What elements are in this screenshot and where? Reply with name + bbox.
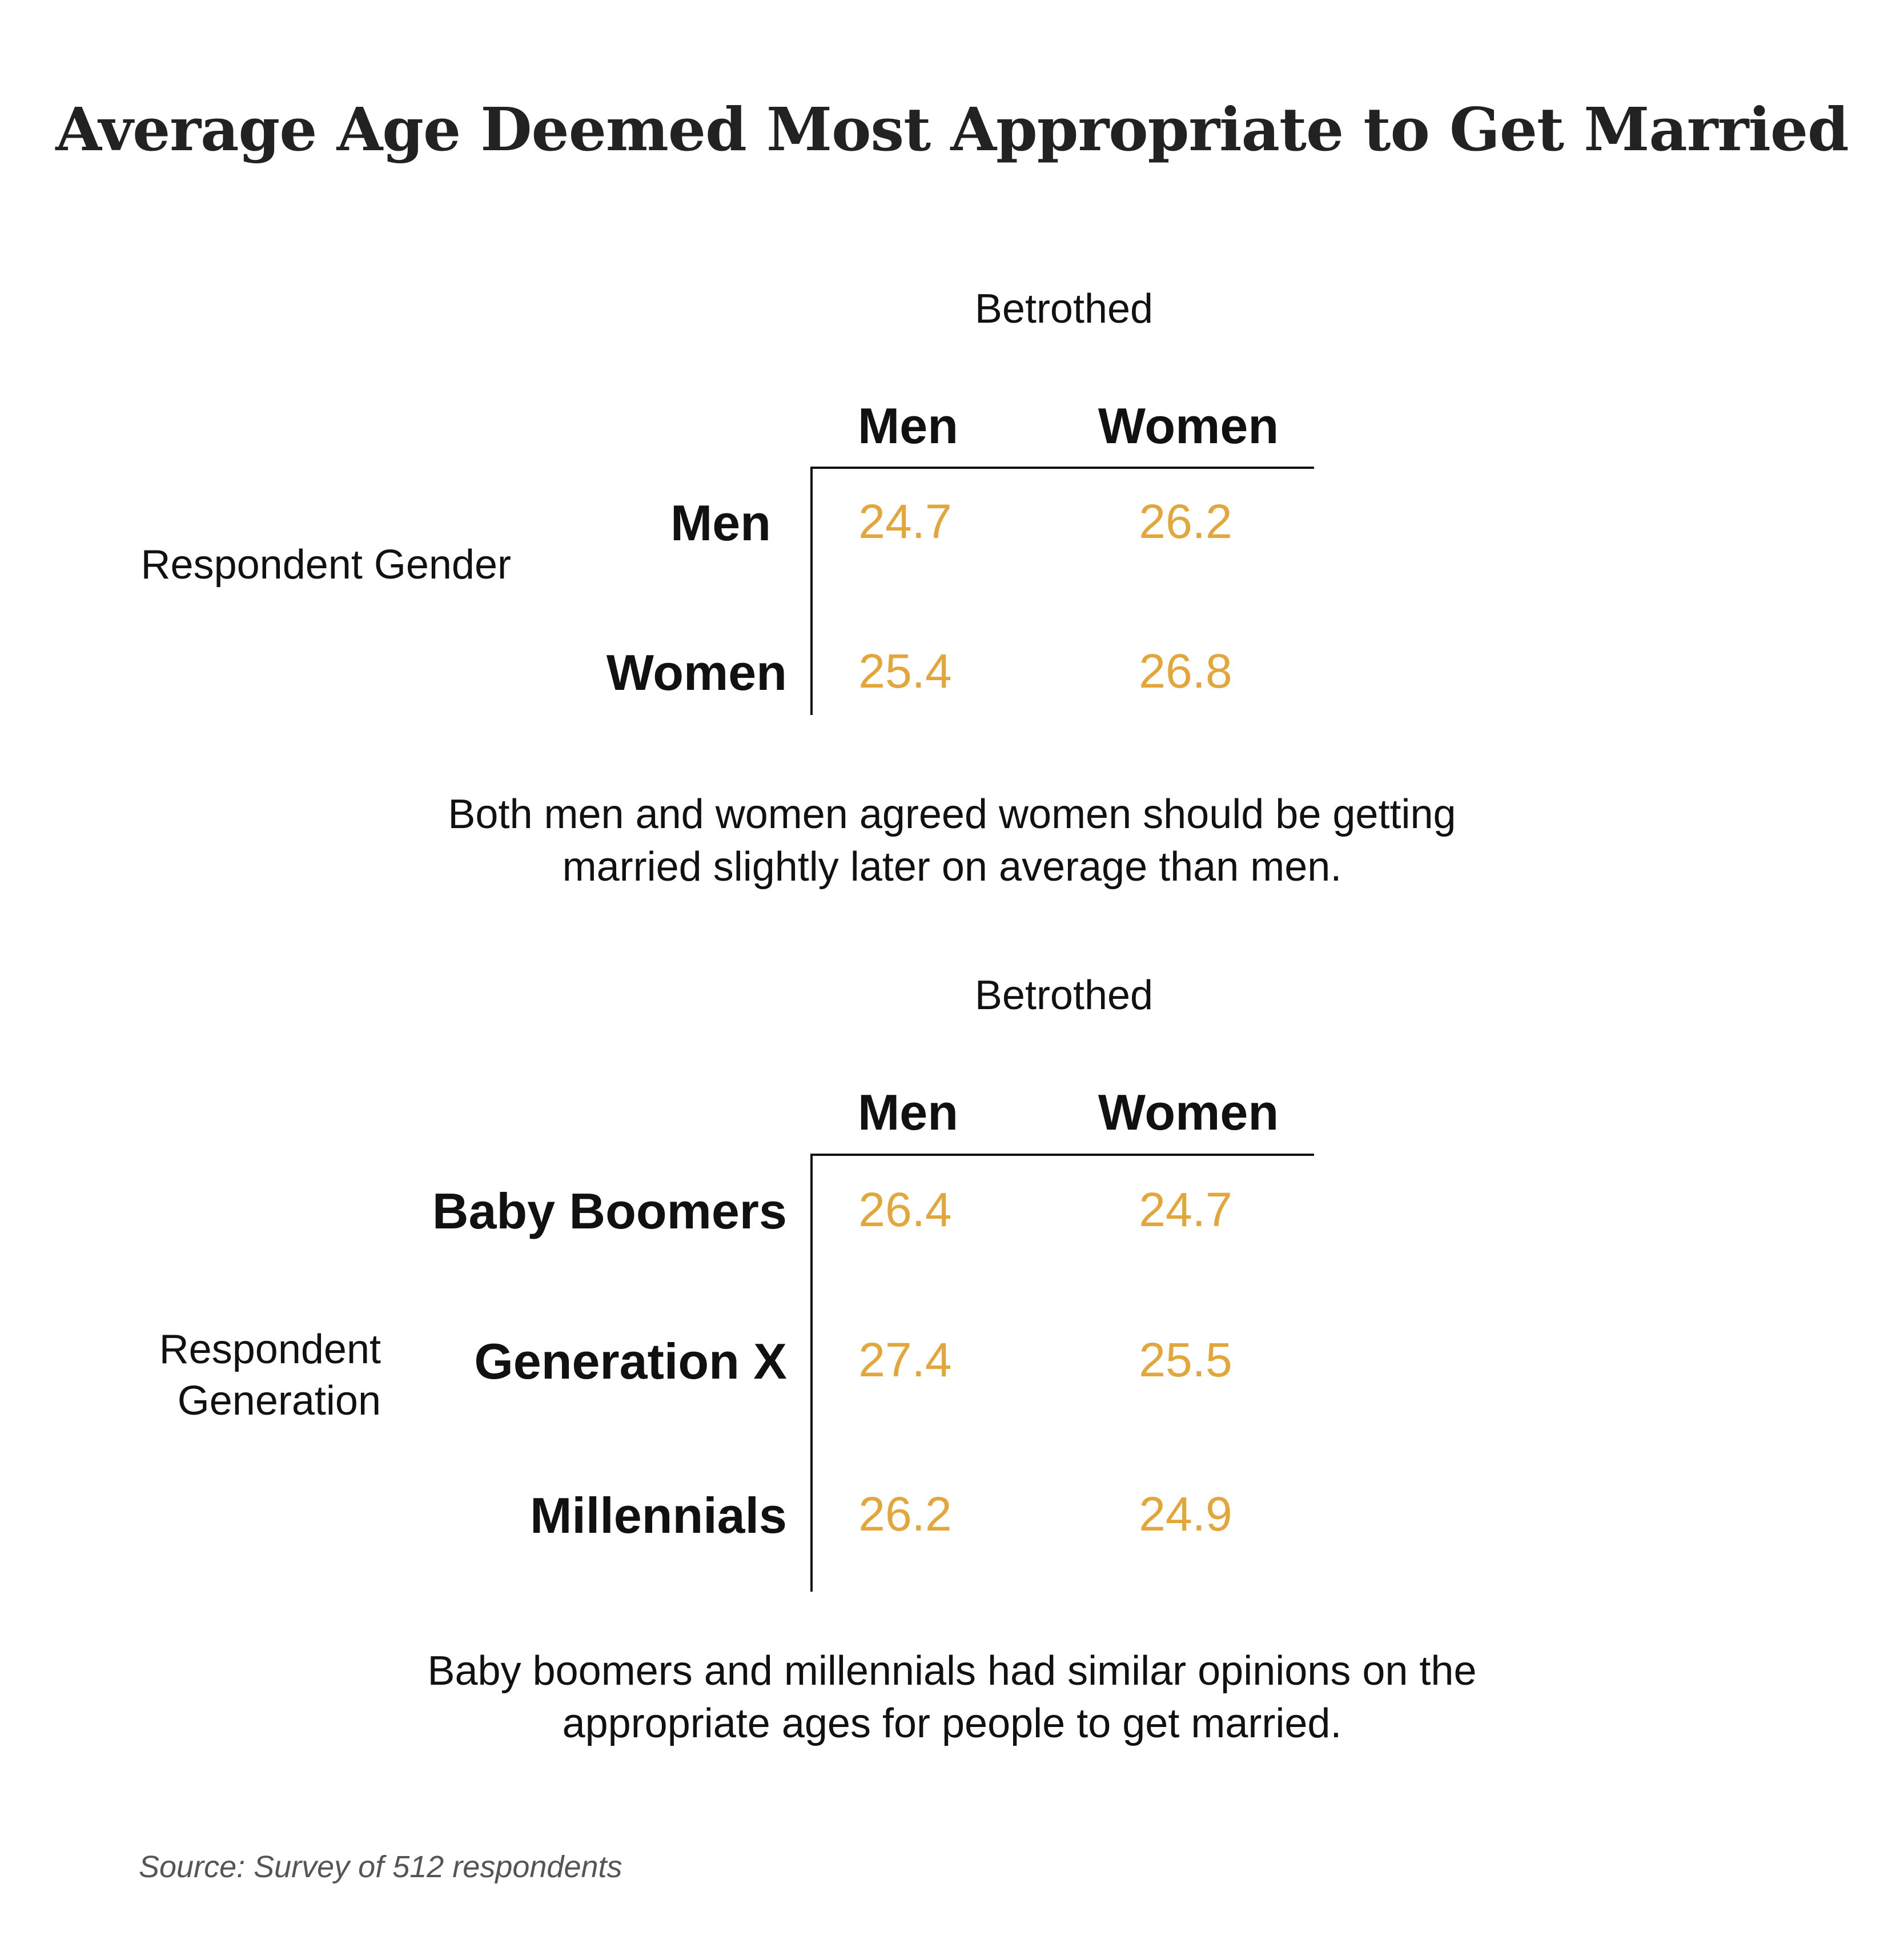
t1-value-men-women: 26.2 [1139, 495, 1232, 548]
t2-row-label-millennials: Millennials [530, 1487, 787, 1544]
t1-row-label-men: Men [670, 495, 771, 551]
t1-value-women-women: 26.8 [1139, 644, 1232, 698]
t1-column-group-label: Betrothed [974, 286, 1154, 332]
t2-row-label-baby-boomers: Baby Boomers [432, 1183, 787, 1239]
t1-caption: Both men and women agreed women should b… [448, 792, 1456, 890]
t1-col-header-women: Women [1098, 397, 1279, 454]
t2-caption: Baby boomers and millennials had similar… [427, 1648, 1477, 1746]
t1-col-header-men: Men [858, 397, 958, 454]
t1-value-women-men: 25.4 [858, 644, 952, 698]
t2-value-boomers-women: 24.7 [1139, 1183, 1232, 1236]
t2-value-millennials-men: 26.2 [858, 1487, 952, 1541]
t1-row-label-women: Women [606, 644, 787, 701]
t2-row-rule [810, 1154, 813, 1592]
t2-value-millennials-women: 24.9 [1139, 1487, 1232, 1541]
t2-column-group-label: Betrothed [974, 973, 1154, 1018]
t2-row-group-label: Respondent Generation [159, 1327, 381, 1424]
t1-row-group-label: Respondent Gender [140, 542, 511, 588]
t1-value-men-men: 24.7 [858, 495, 952, 548]
source-note: Source: Survey of 512 respondents [139, 1850, 622, 1884]
t1-row-rule [810, 467, 813, 715]
t1-header-rule [810, 467, 1314, 469]
t2-value-boomers-men: 26.4 [858, 1183, 952, 1236]
t2-col-header-women: Women [1098, 1084, 1279, 1140]
t2-value-genx-men: 27.4 [858, 1333, 952, 1387]
t2-col-header-men: Men [858, 1084, 958, 1140]
t2-row-label-generation-x: Generation X [474, 1333, 787, 1389]
t2-value-genx-women: 25.5 [1139, 1333, 1232, 1387]
t2-header-rule [810, 1154, 1314, 1156]
chart-title: Average Age Deemed Most Appropriate to G… [55, 94, 1849, 164]
